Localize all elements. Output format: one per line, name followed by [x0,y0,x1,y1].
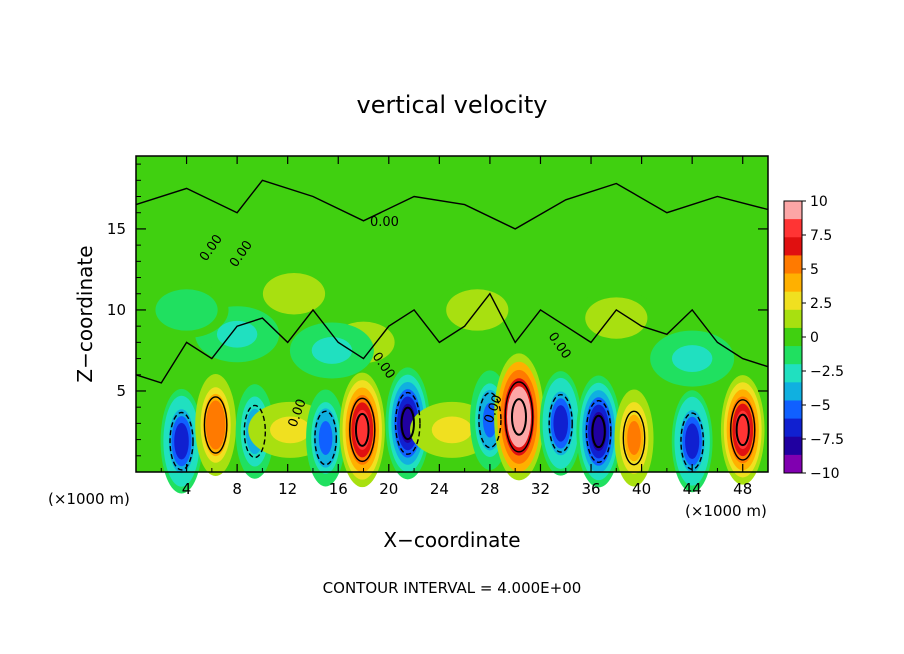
colorbar-cell [784,201,802,220]
contour-interval-note: CONTOUR INTERVAL = 4.000E+00 [323,579,582,597]
contour-14 [730,399,756,461]
contour-11 [585,399,612,463]
field-level-21-2 [166,296,207,324]
chart-title: vertical velocity [357,91,548,119]
colorbar-cell [784,364,802,383]
colorbar-label: −7.5 [810,432,844,448]
field-level-20-2 [311,337,353,364]
colorbar-cell [784,382,802,401]
contour-inner-6 [400,406,415,441]
y-axis: 5 10 15 [107,163,768,457]
contour-inner-9 [510,398,527,436]
colorbar-label: −2.5 [810,364,844,380]
x-tick-label: 36 [581,480,600,498]
x-tick-label: 40 [632,480,651,498]
contour-4 [314,410,337,466]
y-axis-label: Z−coordinate [73,245,97,382]
contour-9 [504,381,534,453]
colorbar-label: 10 [810,194,828,210]
field-level-22-2 [671,345,713,372]
x-tick-label: 44 [683,480,702,498]
x-tick-label: 4 [182,480,192,498]
contour-0 [169,411,194,471]
x-tick-label: 16 [329,480,348,498]
contour-inner-11 [591,414,606,449]
contour-2 [243,404,267,459]
plot-area: 0.00 0.000.000.000.00 0.000.00 [135,155,769,494]
x-tick-label: 28 [480,480,499,498]
velocity-field [144,265,765,494]
colorbar-label: 0 [810,330,819,346]
zero-contour [135,292,769,384]
x-tick-label: 48 [733,480,752,498]
colorbar-cell [784,219,802,238]
field-level-7-2 [431,416,473,444]
field-level-3-2 [270,416,311,444]
x-tick-label: 32 [531,480,550,498]
colorbar-cell [784,291,802,311]
x-tick-label: 8 [232,480,242,498]
plot-frame [135,155,769,473]
y-tick-label: 5 [116,382,126,400]
field-level-15-2 [273,280,315,308]
colorbar-cell [784,327,802,347]
contour-inner-14 [735,413,750,447]
colorbar-cell [784,400,802,420]
colorbar-cell [784,309,802,329]
contour-label: 0.00 [370,215,399,230]
x-axis-label: X−coordinate [383,528,520,552]
colorbar-label: 7.5 [810,228,832,244]
colorbar-cell [784,346,802,365]
field-level-0-5 [174,422,189,460]
colorbar-cell [784,237,802,256]
field-level-9-5 [510,394,528,440]
x-tick-label: 20 [379,480,398,498]
field-level-10-5 [553,405,569,442]
contour-1 [203,396,228,454]
contour-6 [394,391,421,455]
contour-inner-5 [354,412,370,447]
contour-10 [548,393,573,453]
colorbar-cell [784,255,802,275]
field-level-18-2 [596,304,637,332]
field-level-8-5 [482,402,497,438]
colorbar-label: 2.5 [810,296,832,312]
colorbar-cell [784,436,802,456]
contour-8 [478,392,502,449]
colorbar-cell [784,418,802,438]
field-level-1-5 [208,407,223,443]
field-level-4-5 [318,420,333,455]
field-level-13-5 [685,423,700,460]
x-unit-right: (×1000 m) [685,502,767,520]
contour-lines [135,179,769,471]
colorbar-cell [784,454,802,474]
contour-12 [622,410,646,466]
x-tick-label: 24 [430,480,449,498]
y-tick-label: 10 [107,301,126,319]
upper-zero-contour [135,179,769,230]
colorbar-label: 5 [810,262,819,278]
colorbar: 10 7.5 5 2.5 0 −2.5 −5 −7.5 −10 [783,194,844,482]
x-axis: 4 8 12 16 20 24 28 32 36 40 44 48 [160,156,752,498]
colorbar-label: −5 [810,398,831,414]
colorbar-label: −10 [810,466,840,482]
y-tick-label: 15 [107,220,126,238]
field-level-19-2 [216,320,258,348]
x-unit-left: (×1000 m) [48,490,130,508]
contour-5 [349,397,376,463]
x-tick-label: 12 [278,480,297,498]
colorbar-cell [784,273,802,293]
field-level-12-5 [627,420,641,455]
